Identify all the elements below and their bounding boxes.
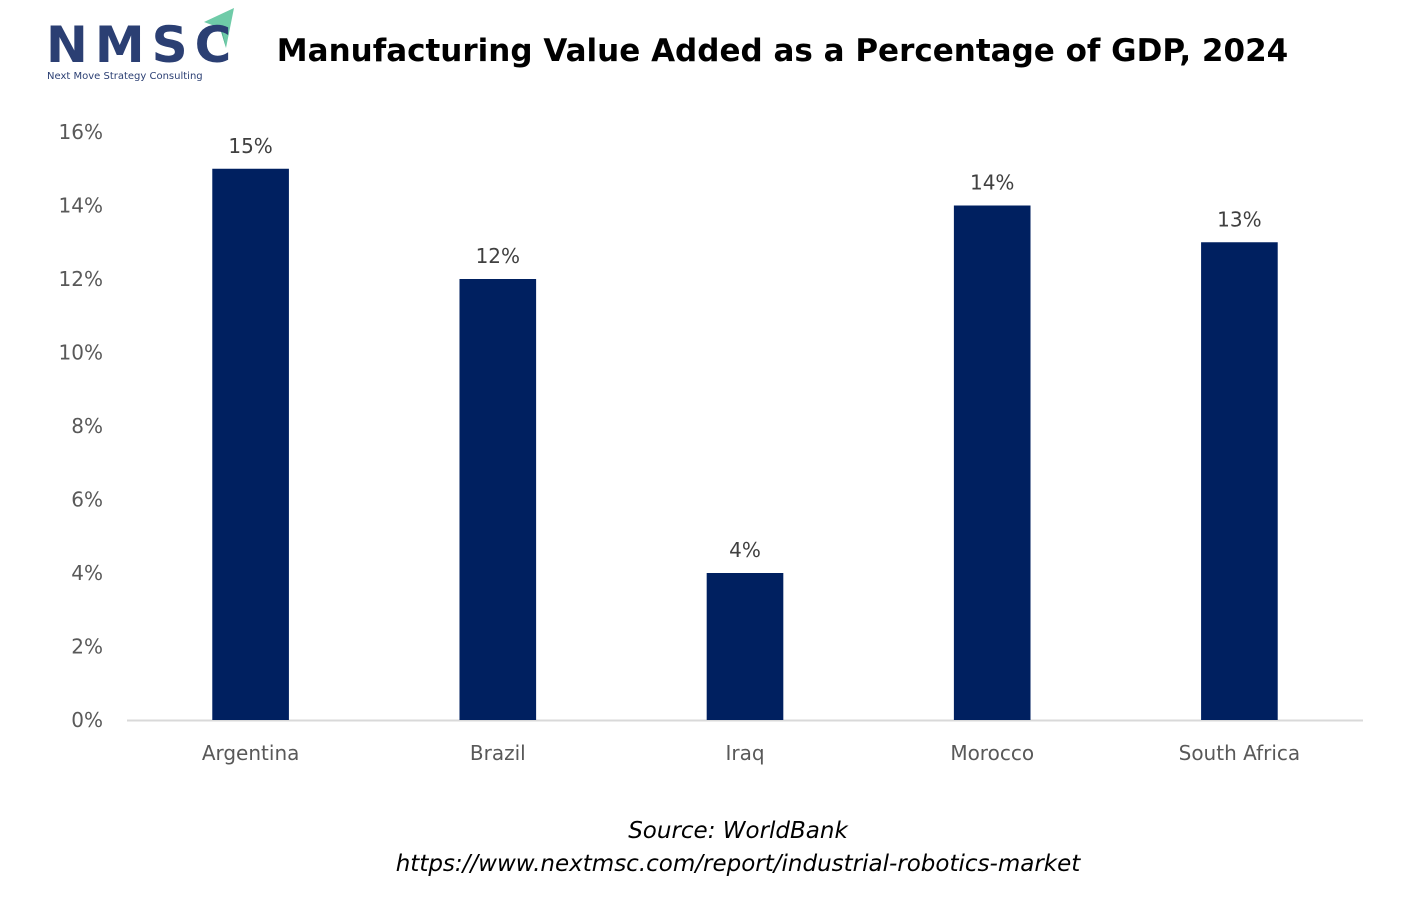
source-url: https://www.nextmsc.com/report/industria…: [395, 851, 1081, 877]
y-tick-label: 16%: [59, 120, 103, 144]
paper-plane-icon: [204, 8, 234, 48]
bar-morocco: [953, 205, 1031, 720]
x-tick-label: Iraq: [725, 741, 764, 765]
data-label: 12%: [476, 244, 520, 268]
y-tick-label: 6%: [71, 488, 103, 512]
bar-argentina: [212, 168, 289, 720]
bar-south-africa: [1201, 242, 1278, 720]
y-tick-label: 12%: [59, 267, 103, 291]
logo-subtitle: Next Move Strategy Consulting: [47, 71, 203, 82]
x-tick-label: Argentina: [202, 741, 300, 765]
nmsc-logo: NMSC Next Move Strategy Consulting: [44, 6, 244, 88]
y-tick-label: 8%: [71, 414, 103, 438]
y-tick-label: 0%: [71, 708, 103, 732]
chart-footer: Source: WorldBank https://www.nextmsc.co…: [0, 815, 1426, 881]
bar-brazil: [459, 279, 537, 720]
data-label: 14%: [970, 171, 1014, 195]
y-axis-ticks: 0% 2% 4% 6% 8% 10% 12% 14% 16%: [59, 120, 103, 732]
y-tick-label: 2%: [71, 635, 103, 659]
source-text: Source: WorldBank: [628, 818, 848, 844]
y-tick-label: 4%: [71, 561, 103, 585]
x-tick-label: South Africa: [1179, 741, 1301, 765]
data-labels: 15% 12% 4% 14% 13%: [228, 134, 1261, 562]
logo-letters: NMSC: [46, 16, 239, 74]
x-tick-label: Brazil: [470, 741, 526, 765]
category-labels: Argentina Brazil Iraq Morocco South Africa: [202, 741, 1300, 765]
chart-title: Manufacturing Value Added as a Percentag…: [276, 33, 1289, 69]
data-label: 13%: [1217, 207, 1261, 231]
y-tick-label: 14%: [59, 194, 103, 218]
x-tick-label: Morocco: [950, 741, 1034, 765]
y-tick-label: 10%: [59, 341, 103, 365]
bar-iraq: [706, 573, 784, 720]
data-label: 4%: [729, 538, 761, 562]
bars: [212, 168, 1278, 720]
data-label: 15%: [228, 134, 272, 158]
